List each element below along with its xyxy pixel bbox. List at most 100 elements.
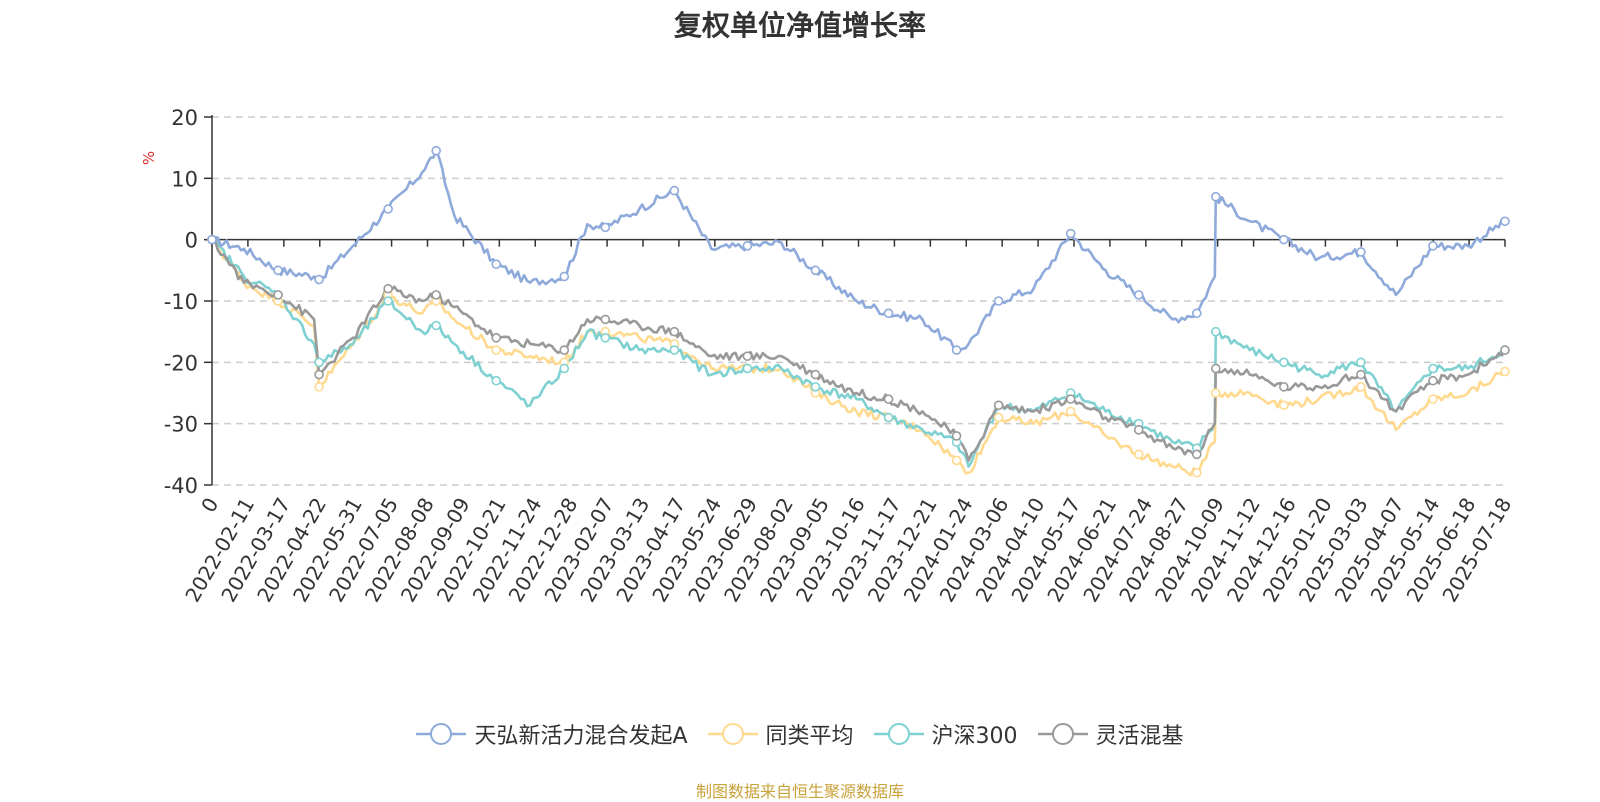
data-point <box>491 332 502 343</box>
data-point <box>1500 366 1510 377</box>
data-point <box>1500 216 1510 227</box>
data-point <box>993 296 1004 306</box>
data-point <box>1210 326 1221 337</box>
y-tick-label: -40 <box>164 474 198 498</box>
data-point <box>883 308 894 319</box>
data-point <box>1210 191 1221 202</box>
y-tick-label: 20 <box>171 106 198 130</box>
data-point <box>883 394 894 404</box>
data-point <box>1279 382 1289 392</box>
data-point <box>1133 424 1144 435</box>
data-point <box>559 271 570 282</box>
data-point <box>742 351 753 362</box>
source-note: 制图数据来自恒生聚源数据库 <box>695 782 904 801</box>
data-point <box>1428 241 1438 251</box>
data-point <box>810 382 821 392</box>
data-point <box>993 412 1004 423</box>
data-point <box>207 234 217 245</box>
data-point <box>314 357 324 368</box>
data-point <box>669 185 680 196</box>
data-point <box>1500 345 1510 355</box>
data-point <box>273 265 283 276</box>
data-point <box>742 241 753 251</box>
data-point <box>1065 394 1076 404</box>
data-point <box>559 345 570 355</box>
data-point <box>1356 382 1366 392</box>
x-tick-label: 0 <box>196 494 223 517</box>
legend-item[interactable]: 天弘新活力混合发起A <box>416 718 688 750</box>
data-point <box>1133 449 1144 460</box>
legend-item[interactable]: 同类平均 <box>707 718 854 750</box>
legend: 天弘新活力混合发起A 同类平均 沪深300 灵活混基 <box>0 718 1600 750</box>
legend-swatch <box>416 723 467 745</box>
series-line <box>211 237 1506 468</box>
chart-title: 复权单位净值增长率 <box>673 9 926 42</box>
data-point <box>1279 357 1289 368</box>
data-point <box>810 265 821 276</box>
data-point <box>1279 400 1289 411</box>
data-point <box>1065 406 1076 417</box>
data-point <box>669 326 680 337</box>
data-point <box>1065 228 1076 239</box>
data-point <box>669 345 680 355</box>
data-point <box>1191 449 1202 460</box>
data-point <box>1428 375 1438 386</box>
legend-swatch <box>873 723 924 745</box>
legend-label: 天弘新活力混合发起A <box>474 724 688 749</box>
series-lines <box>211 149 1507 477</box>
data-point <box>600 222 611 233</box>
data-point <box>1428 394 1438 404</box>
data-point <box>1356 247 1366 257</box>
data-point <box>810 369 821 380</box>
data-point <box>1133 290 1144 300</box>
y-axis-label: % <box>140 151 158 165</box>
data-point <box>383 204 393 214</box>
legend-label: 沪深300 <box>931 724 1018 749</box>
legend-item[interactable]: 灵活混基 <box>1037 718 1184 750</box>
y-tick-label: 0 <box>185 229 198 253</box>
data-point <box>314 382 324 392</box>
data-point <box>431 290 441 300</box>
data-point <box>951 345 962 355</box>
data-point <box>314 369 324 380</box>
data-point <box>383 283 393 294</box>
y-tick-label: -10 <box>164 290 198 314</box>
data-point <box>1210 388 1221 398</box>
data-point <box>1428 363 1438 374</box>
legend-label: 灵活混基 <box>1095 724 1184 749</box>
legend-swatch <box>1037 723 1088 745</box>
data-point <box>600 314 611 325</box>
legend-item[interactable]: 沪深300 <box>873 718 1018 750</box>
data-point <box>993 400 1004 411</box>
line-chart: 20100-10-20-30-40%02022-02-112022-03-172… <box>140 106 1516 606</box>
legend-swatch <box>707 723 758 745</box>
y-tick-label: -20 <box>164 351 198 375</box>
y-tick-label: -30 <box>164 413 198 437</box>
series-line <box>211 149 1506 353</box>
data-point <box>1279 234 1289 245</box>
data-point <box>1210 363 1221 374</box>
data-point <box>431 145 441 156</box>
legend-label: 同类平均 <box>765 724 854 749</box>
data-point <box>491 259 502 270</box>
y-tick-label: 10 <box>171 167 198 191</box>
data-point <box>383 296 393 306</box>
data-point <box>273 290 283 300</box>
axis-labels: 20100-10-20-30-40%02022-02-112022-03-172… <box>140 106 1516 606</box>
series-markers <box>207 145 1510 478</box>
data-point <box>559 363 570 374</box>
data-point <box>1191 467 1202 478</box>
data-point <box>1191 308 1202 319</box>
series-line <box>211 238 1507 462</box>
data-point <box>742 363 753 374</box>
data-point <box>1356 369 1366 380</box>
data-point <box>431 320 441 331</box>
data-point <box>314 274 324 285</box>
data-point <box>951 431 962 441</box>
data-point <box>1356 357 1366 368</box>
data-point <box>491 345 502 355</box>
data-point <box>883 412 894 423</box>
data-point <box>951 455 962 466</box>
data-point <box>491 375 502 386</box>
data-point <box>600 332 611 343</box>
